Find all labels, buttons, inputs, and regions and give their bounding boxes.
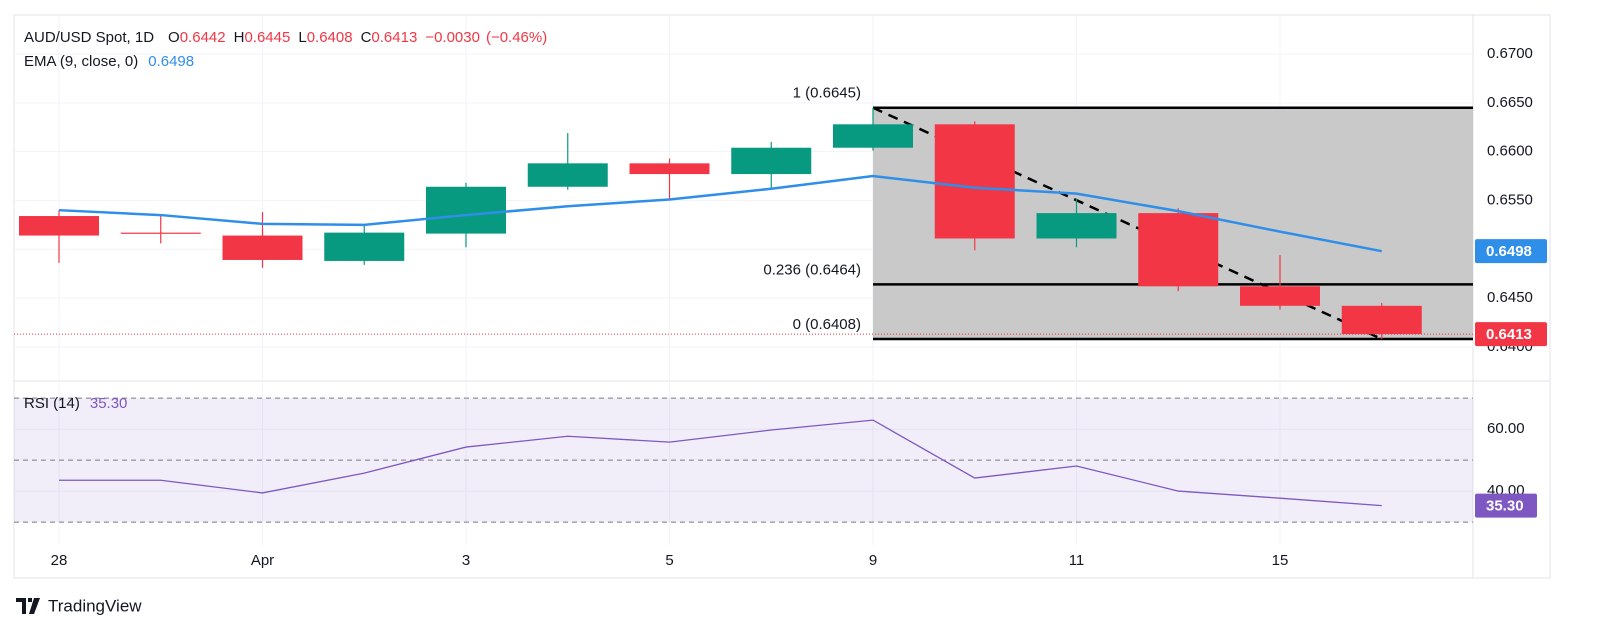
legend-title: AUD/USD Spot, 1D O0.6442 H0.6445 L0.6408 C0.…: [24, 29, 547, 46]
candle-body: [426, 186, 506, 234]
x-tick-label: 9: [869, 552, 877, 569]
ema-tag-bg: [1475, 239, 1547, 264]
y-tick-label: 0.6450: [1487, 289, 1533, 306]
x-tick-label: Apr: [251, 552, 274, 569]
ohlc-key: O: [168, 29, 180, 46]
fib-label: 0.236 (0.6464): [763, 261, 861, 278]
candle-body: [1240, 286, 1320, 306]
candle-body: [1138, 213, 1219, 287]
x-tick-label: 11: [1069, 552, 1085, 569]
y-tick-label: 0.6700: [1487, 45, 1533, 62]
rsi-value: 35.30: [90, 395, 128, 412]
candle-body: [1341, 305, 1422, 335]
ema-line: [58, 174, 1382, 253]
rsi-name: RSI (14): [24, 395, 80, 412]
rsi-legend: RSI (14) 35.30: [24, 395, 127, 412]
change: −0.0030: [425, 29, 480, 46]
ohlc-key: H: [234, 29, 245, 46]
fib-label: 0 (0.6408): [793, 316, 861, 333]
x-tick-label: 28: [51, 552, 68, 569]
x-tick-label: 5: [665, 552, 673, 569]
price-tag-bg: [1475, 322, 1547, 347]
candle-body: [324, 232, 405, 261]
ohlc-value: 0.6408: [307, 29, 353, 46]
y-tick-label: 0.6600: [1487, 143, 1533, 160]
logo: [16, 598, 40, 614]
x-tick-label: 3: [462, 552, 470, 569]
candle-body: [120, 232, 201, 234]
candle-body: [1036, 213, 1117, 239]
candle-body: [629, 163, 710, 175]
ohlc-key: C: [361, 29, 372, 46]
ema-value: 0.6498: [148, 53, 194, 70]
y-tick-label: 0.6650: [1487, 94, 1533, 111]
candle-body: [731, 147, 812, 175]
candle-body: [527, 163, 608, 187]
brand-name: TradingView: [48, 596, 142, 615]
ohlc-value: 0.6445: [244, 29, 290, 46]
candle-body: [19, 216, 99, 236]
ohlc-value: 0.6413: [371, 29, 417, 46]
ema-name: EMA (9, close, 0): [24, 53, 138, 70]
candle-body: [934, 124, 1015, 239]
x-tick-label: 15: [1272, 552, 1289, 569]
labels: 0.64000.64500.65000.65500.66000.66500.67…: [24, 29, 1547, 569]
change-pct: (−0.46%): [486, 29, 547, 46]
y-tick-label: 60.00: [1487, 420, 1525, 437]
rsi-line: [59, 419, 1382, 507]
symbol: AUD/USD Spot, 1D: [24, 29, 154, 46]
rsi-tag-bg: [1475, 493, 1537, 518]
ohlc-key: L: [298, 29, 306, 46]
rsi-tag: 35.30: [1486, 498, 1524, 515]
plot: [14, 106, 1473, 523]
frame: [13, 14, 1551, 579]
ema-legend: EMA (9, close, 0) 0.6498: [24, 53, 194, 70]
candle-body: [833, 124, 913, 148]
ohlc-value: 0.6442: [180, 29, 226, 46]
ema-tag: 0.6498: [1486, 243, 1532, 260]
y-tick-label: 0.6550: [1487, 191, 1533, 208]
fib-label: 1 (0.6645): [793, 85, 861, 102]
price-tag: 0.6413: [1486, 326, 1532, 343]
candle-body: [222, 235, 303, 260]
brand: TradingView: [16, 596, 142, 615]
